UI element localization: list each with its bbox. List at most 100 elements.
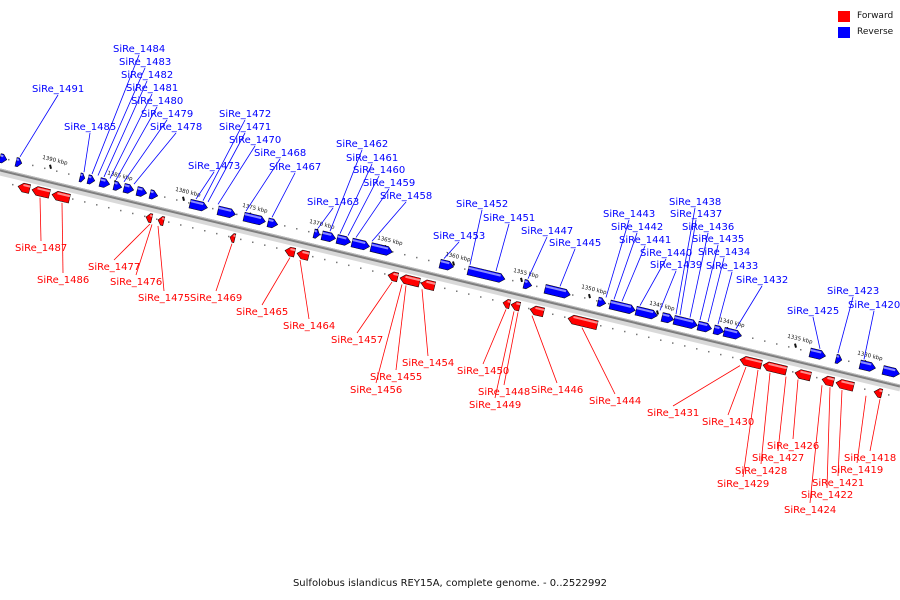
gene-leader-line xyxy=(837,390,843,477)
minor-tick xyxy=(212,207,214,210)
gene-label: SiRe_1457 xyxy=(331,335,383,346)
gene-label: SiRe_1483 xyxy=(119,57,171,68)
forward-gene xyxy=(266,217,279,229)
minor-tick xyxy=(468,293,470,295)
minor-tick xyxy=(192,227,194,229)
minor-tick xyxy=(204,230,206,232)
gene-leader-line xyxy=(113,223,151,261)
reverse-label: Reverse xyxy=(857,27,894,37)
gene-label: SiRe_1482 xyxy=(121,70,173,81)
gene-leader-line xyxy=(735,285,763,329)
gene-label: SiRe_1450 xyxy=(457,366,509,377)
minor-tick xyxy=(672,342,674,344)
gene-label: SiRe_1472 xyxy=(219,109,271,120)
gene-leader-line xyxy=(605,219,630,298)
forward-gene xyxy=(634,305,658,320)
minor-tick xyxy=(596,300,598,302)
legend: Forward Reverse xyxy=(838,8,898,40)
forward-gene xyxy=(466,265,506,283)
gene-label: SiRe_1458 xyxy=(380,191,432,202)
minor-tick xyxy=(188,202,190,204)
reverse-gene xyxy=(284,246,297,258)
minor-tick xyxy=(308,230,310,233)
minor-tick xyxy=(612,327,614,330)
forward-gene xyxy=(78,172,86,183)
gene-label: SiRe_1438 xyxy=(669,197,721,208)
minor-tick xyxy=(240,238,242,241)
gene-label: SiRe_1467 xyxy=(269,162,321,173)
gene-label-layer: SiRe_1491 SiRe_1485 SiRe_1484 SiRe_1483 SiRe… xyxy=(15,44,900,516)
gene-label: SiRe_1485 xyxy=(64,122,116,133)
gene-leader-line xyxy=(195,171,215,200)
minor-tick xyxy=(348,264,350,267)
gene-leader-line xyxy=(621,245,646,302)
minor-tick xyxy=(132,212,134,215)
reverse-gene xyxy=(420,279,436,291)
reverse-gene xyxy=(157,216,166,226)
gene-leader-line xyxy=(494,311,515,399)
minor-tick xyxy=(696,348,698,350)
reverse-gene xyxy=(835,379,855,392)
gene-leader-line xyxy=(760,372,771,465)
gene-leader-line xyxy=(613,232,638,300)
minor-tick xyxy=(96,204,98,206)
minor-tick xyxy=(164,196,166,198)
minor-tick xyxy=(392,251,394,253)
minor-tick xyxy=(156,218,158,220)
gene-leader-line xyxy=(19,94,59,158)
forward-gene xyxy=(320,230,336,243)
gene-leader-line xyxy=(61,202,64,274)
gene-leader-line xyxy=(689,232,709,318)
scale-tick-label: 1335 kbp xyxy=(787,334,814,346)
reverse-swatch xyxy=(838,26,850,38)
gene-leader-line xyxy=(675,207,696,315)
gene-leader-line xyxy=(395,285,407,371)
gene-label: SiRe_1477 xyxy=(88,262,140,273)
reverse-gene xyxy=(229,233,237,244)
minor-tick xyxy=(752,337,754,339)
gene-leader-line xyxy=(271,172,296,218)
gene-leader-line xyxy=(261,257,291,306)
gene-leader-line xyxy=(371,201,407,242)
minor-tick xyxy=(564,316,566,318)
minor-tick xyxy=(660,339,662,341)
gene-leader-line xyxy=(826,387,831,489)
gene-label: SiRe_1456 xyxy=(350,385,402,396)
minor-tick xyxy=(72,198,74,200)
forward-gene xyxy=(672,315,698,329)
forward-gene xyxy=(350,237,370,251)
scale-tick-label: 1370 kbp xyxy=(309,219,336,231)
gene-leader-line xyxy=(157,225,165,292)
forward-gene xyxy=(0,153,8,164)
gene-leader-line xyxy=(527,236,548,279)
forward-gene xyxy=(148,189,159,200)
gene-label: SiRe_1487 xyxy=(15,243,67,254)
reverse-gene xyxy=(399,274,421,288)
gene-leader-line xyxy=(863,310,875,360)
gene-leader-line xyxy=(639,258,667,306)
minor-tick xyxy=(572,294,574,296)
gene-label: SiRe_1486 xyxy=(37,275,89,286)
forward-gene xyxy=(216,205,236,218)
minor-tick xyxy=(120,209,122,212)
gene-label: SiRe_1473 xyxy=(188,161,240,172)
minor-tick xyxy=(480,296,482,298)
forward-gene xyxy=(135,186,148,197)
forward-gene xyxy=(335,234,351,246)
gene-leader-line xyxy=(103,80,148,178)
scale-tick xyxy=(182,196,185,201)
gene-leader-line xyxy=(421,289,429,357)
minor-tick xyxy=(624,330,626,333)
reverse-gene xyxy=(51,191,71,204)
gene-label: SiRe_1470 xyxy=(229,135,281,146)
gene-label: SiRe_1428 xyxy=(735,466,787,477)
gene-leader-line xyxy=(869,399,881,452)
gene-label: SiRe_1463 xyxy=(307,197,359,208)
minor-tick xyxy=(108,206,110,209)
forward-gene xyxy=(696,320,712,333)
minor-tick xyxy=(320,233,322,236)
minor-tick xyxy=(276,247,278,249)
gene-leader-line xyxy=(717,271,733,325)
gene-label: SiRe_1427 xyxy=(752,453,804,464)
gene-label: SiRe_1435 xyxy=(692,234,744,245)
